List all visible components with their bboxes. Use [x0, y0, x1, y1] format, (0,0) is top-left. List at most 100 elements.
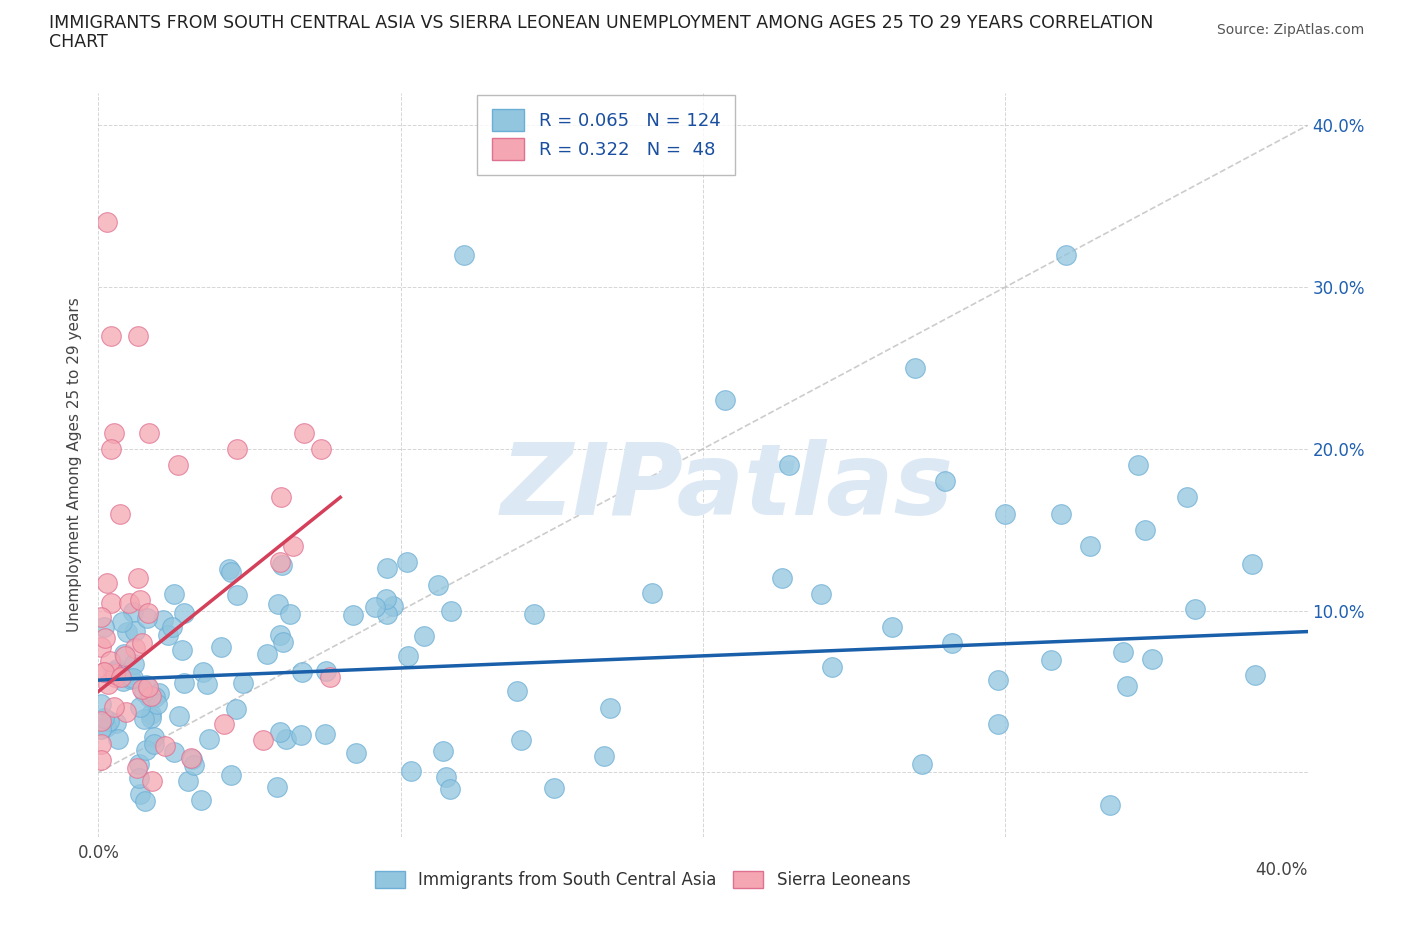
Point [90, 714, 112, 729]
Point [146, 697, 169, 711]
Point [173, 606, 195, 621]
Point [136, 679, 159, 694]
Point [139, 707, 162, 722]
Point [987, 672, 1010, 687]
Point [399, 764, 422, 778]
Point [156, 628, 179, 643]
Point [162, 619, 184, 634]
Point [128, 757, 150, 772]
Point [713, 392, 735, 407]
Point [398, 648, 420, 663]
Point [1135, 523, 1157, 538]
Point [166, 458, 188, 472]
Point [148, 685, 170, 700]
Text: Source: ZipAtlas.com: Source: ZipAtlas.com [1216, 23, 1364, 37]
Point [1241, 556, 1264, 571]
Point [193, 665, 215, 680]
Point [93, 619, 115, 634]
Point [103, 667, 125, 682]
Point [221, 565, 243, 579]
Point [810, 587, 832, 602]
Point [256, 646, 278, 661]
Point [1080, 538, 1102, 553]
Point [904, 361, 927, 376]
Point [104, 670, 127, 684]
Point [124, 623, 146, 638]
Point [177, 774, 200, 789]
Point [132, 684, 155, 699]
Point [382, 599, 405, 614]
Point [426, 578, 449, 593]
Point [377, 561, 399, 576]
Point [100, 595, 122, 610]
Point [94, 719, 117, 734]
Point [93, 665, 115, 680]
Point [121, 604, 143, 619]
Point [169, 709, 191, 724]
Point [1140, 652, 1163, 667]
Point [266, 779, 288, 794]
Point [1112, 644, 1135, 659]
Point [108, 506, 131, 521]
Point [283, 538, 305, 553]
Point [543, 781, 565, 796]
Point [987, 716, 1010, 731]
Point [125, 761, 148, 776]
Point [111, 673, 134, 688]
Point [252, 733, 274, 748]
Point [994, 506, 1017, 521]
Point [599, 700, 621, 715]
Point [226, 442, 249, 457]
Point [270, 558, 292, 573]
Point [127, 571, 149, 586]
Point [315, 663, 337, 678]
Point [115, 625, 138, 640]
Point [114, 648, 136, 663]
Point [138, 690, 160, 705]
Point [221, 767, 243, 782]
Point [180, 751, 202, 766]
Point [103, 665, 125, 680]
Point [100, 442, 122, 457]
Point [96, 576, 118, 591]
Point [97, 677, 120, 692]
Point [112, 646, 135, 661]
Point [132, 711, 155, 726]
Point [114, 705, 136, 720]
Point [163, 587, 186, 602]
Point [432, 743, 454, 758]
Point [107, 732, 129, 747]
Point [120, 671, 142, 686]
Point [593, 749, 616, 764]
Point [269, 724, 291, 739]
Point [314, 726, 336, 741]
Point [1175, 490, 1198, 505]
Point [375, 591, 398, 606]
Point [90, 753, 112, 768]
Point [911, 757, 934, 772]
Legend: Immigrants from South Central Asia, Sierra Leoneans: Immigrants from South Central Asia, Sier… [368, 864, 917, 896]
Point [103, 699, 125, 714]
Point [163, 745, 186, 760]
Point [453, 247, 475, 262]
Point [90, 737, 112, 751]
Point [269, 554, 291, 569]
Point [1115, 679, 1137, 694]
Point [190, 792, 212, 807]
Point [127, 328, 149, 343]
Point [139, 711, 162, 725]
Point [278, 607, 301, 622]
Point [136, 605, 159, 620]
Point [173, 675, 195, 690]
Point [96, 215, 118, 230]
Point [98, 713, 121, 728]
Point [90, 639, 112, 654]
Point [183, 758, 205, 773]
Point [139, 688, 162, 703]
Point [135, 742, 157, 757]
Point [128, 699, 150, 714]
Point [364, 600, 387, 615]
Point [103, 425, 125, 440]
Point [290, 728, 312, 743]
Point [1050, 506, 1073, 521]
